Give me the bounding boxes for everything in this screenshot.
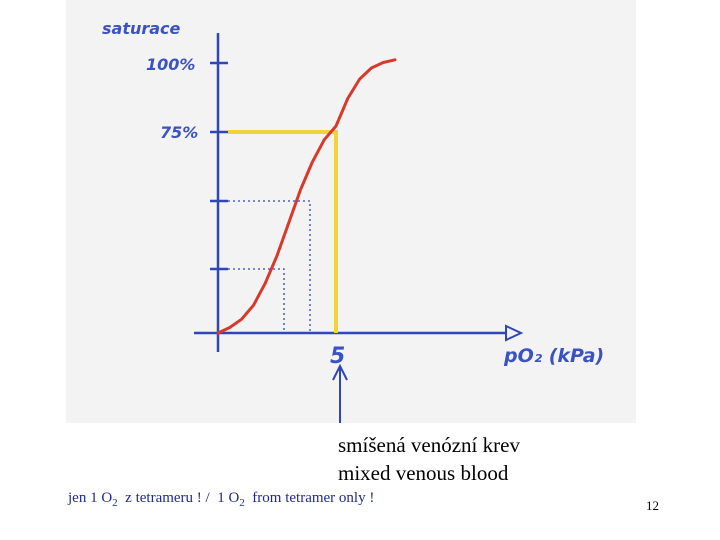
highlight-75 [228,130,338,333]
y-tick-label-100: 100% [146,55,195,74]
y-axis-label: saturace [102,19,181,38]
x-axis-label: pO₂ (kPa) [503,345,604,367]
footnote-part3: from tetramer only ! [244,490,375,506]
chart-canvas: saturace 100% 75% 5 pO₂ (kPa) [102,19,604,423]
footnote-part2: z tetrameru ! / 1 O [117,490,240,506]
footnote-sub2: 2 [239,497,245,509]
page-number: 12 [646,498,659,513]
guide-25 [228,268,285,333]
footnote-part1: jen 1 O [68,490,113,506]
saturation-curve [216,58,397,335]
caption-czech: smíšená venózní krev [338,433,520,457]
x-axis-arrow [505,324,524,342]
guide-50 [228,200,311,333]
x-tick-label-5: 5 [330,344,345,369]
footnote-sub1: 2 [112,497,118,509]
pointer-arrow-head [332,363,348,381]
caption-english: mixed venous blood [338,461,509,485]
chart-figure: saturace 100% 75% 5 pO₂ (kPa) [66,0,636,423]
footnote: jen 1 O2 z tetrameru ! / 1 O2 from tetra… [68,490,374,509]
y-tick-label-75: 75% [160,123,198,142]
